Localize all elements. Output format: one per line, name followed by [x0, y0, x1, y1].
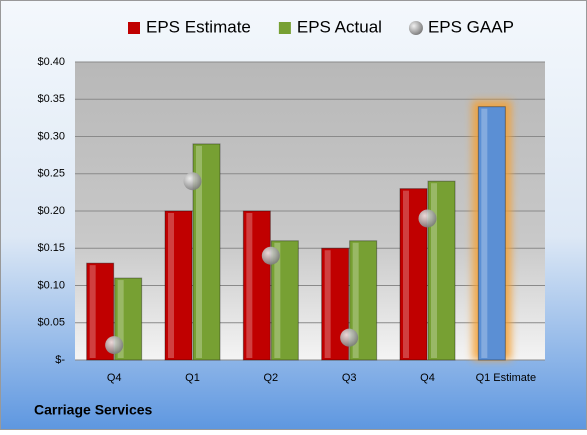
- bar-shine: [403, 190, 409, 358]
- bar-shine: [431, 183, 437, 358]
- bar-shine: [246, 213, 253, 358]
- y-tick-label: $0.20: [37, 205, 65, 217]
- y-tick-label: $0.25: [37, 168, 65, 180]
- gaap-marker: [183, 172, 202, 191]
- y-tick-label: $0.05: [37, 317, 65, 329]
- bar-shine: [168, 213, 174, 358]
- x-tick-label: Q1: [185, 372, 200, 384]
- y-tick-label: $-: [55, 354, 65, 366]
- legend-marker: [408, 21, 423, 35]
- legend-label: EPS GAAP: [428, 17, 514, 36]
- x-tick-label: Q3: [342, 372, 357, 384]
- bar-shine: [196, 145, 202, 358]
- chart-title: Carriage Services: [34, 402, 153, 418]
- bar-shine: [324, 250, 331, 358]
- legend-swatch: [128, 22, 140, 34]
- y-tick-label: $0.35: [37, 93, 65, 105]
- bar-shine: [352, 242, 359, 358]
- bar: [164, 210, 193, 361]
- gaap-marker: [340, 328, 359, 347]
- gaap-marker: [105, 336, 124, 355]
- x-tick-label: Q1 Estimate: [476, 372, 537, 384]
- x-tick-label: Q4: [420, 372, 435, 384]
- bar-shine: [117, 280, 124, 358]
- y-tick-label: $0.30: [37, 130, 65, 142]
- bar: [477, 106, 506, 361]
- x-tick-label: Q4: [107, 372, 122, 384]
- bar-shine: [481, 108, 488, 358]
- y-tick-label: $0.15: [37, 242, 65, 254]
- legend-swatch: [278, 22, 291, 34]
- x-tick-label: Q2: [263, 372, 278, 384]
- y-tick-label: $0.10: [37, 279, 65, 291]
- bar-shine: [274, 242, 281, 358]
- gaap-marker: [418, 209, 437, 228]
- gaap-marker: [261, 246, 280, 265]
- bar: [242, 210, 271, 361]
- bar-shine: [89, 265, 96, 358]
- y-tick-label: $0.40: [37, 56, 65, 68]
- legend-label: EPS Estimate: [146, 17, 251, 36]
- legend-label: EPS Actual: [297, 17, 382, 36]
